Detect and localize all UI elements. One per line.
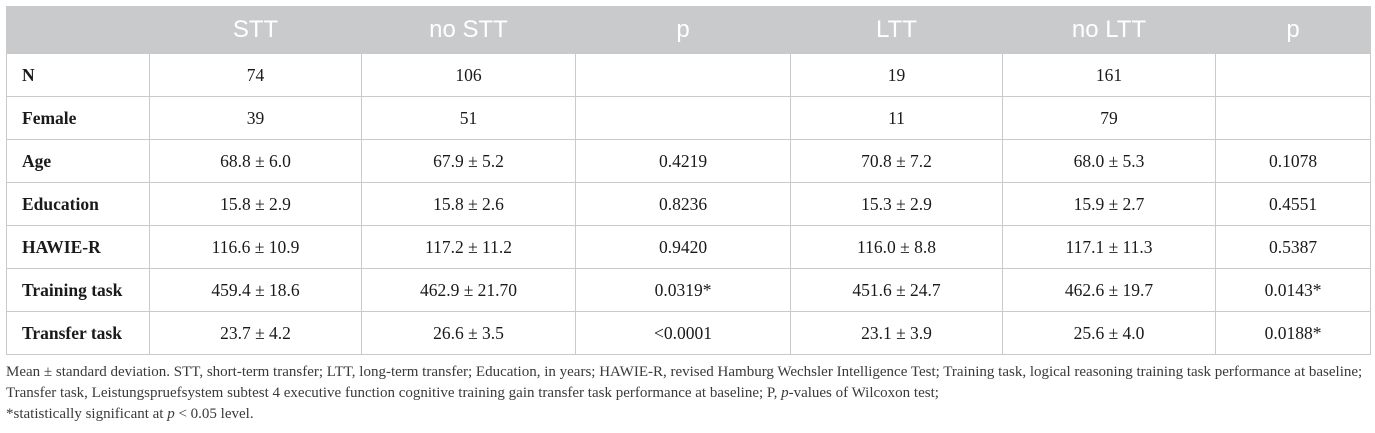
table-cell: 23.1 ± 3.9	[790, 311, 1003, 355]
table-footnotes: Mean ± standard deviation. STT, short-te…	[6, 362, 1370, 425]
table-cell: 70.8 ± 7.2	[790, 139, 1003, 183]
header-row: STT no STT p LTT no LTT p	[6, 6, 1371, 54]
table-row-n: N 74 106 19 161	[6, 53, 1371, 97]
table-cell: 15.8 ± 2.9	[149, 182, 362, 226]
table-cell: 15.8 ± 2.6	[361, 182, 576, 226]
row-label: Education	[6, 182, 150, 226]
table-cell: 462.9 ± 21.70	[361, 268, 576, 312]
table-cell: 15.9 ± 2.7	[1002, 182, 1216, 226]
table-cell: 0.0188*	[1215, 311, 1371, 355]
table-cell: 451.6 ± 24.7	[790, 268, 1003, 312]
row-label: HAWIE-R	[6, 225, 150, 269]
table-cell: 117.2 ± 11.2	[361, 225, 576, 269]
table-cell	[575, 53, 791, 97]
table-cell: 0.5387	[1215, 225, 1371, 269]
table-cell: 116.6 ± 10.9	[149, 225, 362, 269]
table-cell: 459.4 ± 18.6	[149, 268, 362, 312]
table-cell: 26.6 ± 3.5	[361, 311, 576, 355]
row-label: Transfer task	[6, 311, 150, 355]
table-cell: 116.0 ± 8.8	[790, 225, 1003, 269]
table-cell: 106	[361, 53, 576, 97]
table-cell: 462.6 ± 19.7	[1002, 268, 1216, 312]
header-cell-no-ltt: no LTT	[1002, 6, 1216, 54]
row-label: Age	[6, 139, 150, 183]
row-label: N	[6, 53, 150, 97]
table-row-training-task: Training task 459.4 ± 18.6 462.9 ± 21.70…	[6, 268, 1371, 312]
table-cell: 0.0143*	[1215, 268, 1371, 312]
table-cell: 68.8 ± 6.0	[149, 139, 362, 183]
table-row-female: Female 39 51 11 79	[6, 96, 1371, 140]
table-cell: 79	[1002, 96, 1216, 140]
table-cell: 0.4551	[1215, 182, 1371, 226]
table-cell	[1215, 96, 1371, 140]
table-cell: 23.7 ± 4.2	[149, 311, 362, 355]
table-cell	[1215, 53, 1371, 97]
table-cell	[575, 96, 791, 140]
header-cell-ltt: LTT	[790, 6, 1003, 54]
header-cell-empty	[6, 6, 150, 54]
table-row-transfer-task: Transfer task 23.7 ± 4.2 26.6 ± 3.5 <0.0…	[6, 311, 1371, 355]
header-cell-p-ltt: p	[1215, 6, 1371, 54]
table-cell: 0.1078	[1215, 139, 1371, 183]
table-cell: 11	[790, 96, 1003, 140]
table-cell: 67.9 ± 5.2	[361, 139, 576, 183]
header-cell-p-stt: p	[575, 6, 791, 54]
table-row-hawie-r: HAWIE-R 116.6 ± 10.9 117.2 ± 11.2 0.9420…	[6, 225, 1371, 269]
table-cell: 0.9420	[575, 225, 791, 269]
table-cell: 51	[361, 96, 576, 140]
footnote-abbreviations: Mean ± standard deviation. STT, short-te…	[6, 364, 1363, 401]
table-row-age: Age 68.8 ± 6.0 67.9 ± 5.2 0.4219 70.8 ± …	[6, 139, 1371, 183]
data-table: STT no STT p LTT no LTT p N 74 106 19 16…	[6, 6, 1371, 355]
table-cell: 68.0 ± 5.3	[1002, 139, 1216, 183]
header-cell-no-stt: no STT	[361, 6, 576, 54]
row-label: Female	[6, 96, 150, 140]
footnote-significance: *statistically significant at p < 0.05 l…	[6, 406, 254, 422]
header-cell-stt: STT	[149, 6, 362, 54]
table-cell: 19	[790, 53, 1003, 97]
table-cell: 0.8236	[575, 182, 791, 226]
table-cell: 0.0319*	[575, 268, 791, 312]
table-cell: <0.0001	[575, 311, 791, 355]
table-cell: 39	[149, 96, 362, 140]
row-label: Training task	[6, 268, 150, 312]
table-cell: 0.4219	[575, 139, 791, 183]
table-cell: 25.6 ± 4.0	[1002, 311, 1216, 355]
table-cell: 15.3 ± 2.9	[790, 182, 1003, 226]
table-row-education: Education 15.8 ± 2.9 15.8 ± 2.6 0.8236 1…	[6, 182, 1371, 226]
table-cell: 161	[1002, 53, 1216, 97]
table-cell: 117.1 ± 11.3	[1002, 225, 1216, 269]
table-cell: 74	[149, 53, 362, 97]
